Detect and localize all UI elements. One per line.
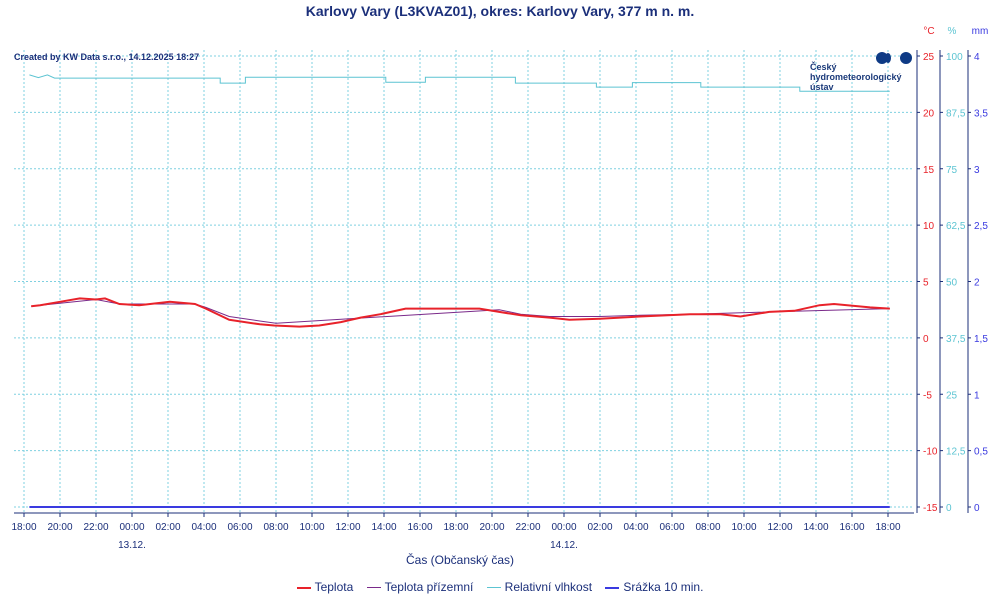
x-tick-label: 12:00 — [335, 522, 360, 533]
legend-label: Relativní vlhkost — [504, 580, 593, 594]
humidity-tick-label: 0 — [946, 503, 952, 514]
precip-tick-label: 3,5 — [974, 108, 988, 119]
x-tick-label: 18:00 — [875, 522, 900, 533]
logo-text-3: ústav — [810, 82, 834, 92]
x-tick-label: 10:00 — [299, 522, 324, 533]
temp-axis-unit: °C — [923, 26, 934, 37]
x-tick-label: 08:00 — [695, 522, 720, 533]
humidity-tick-label: 87,5 — [946, 108, 966, 119]
humidity-tick-label: 50 — [946, 278, 958, 289]
series-line-2 — [29, 74, 890, 92]
legend-item-srazka[interactable]: Srážka 10 min. — [605, 580, 703, 594]
x-tick-label: 04:00 — [623, 522, 648, 533]
x-tick-label: 20:00 — [47, 522, 72, 533]
precip-tick-label: 2,5 — [974, 221, 988, 232]
x-tick-label: 16:00 — [839, 522, 864, 533]
x-tick-label: 12:00 — [767, 522, 792, 533]
temp-tick-label: 20 — [923, 108, 935, 119]
x-tick-label: 02:00 — [587, 522, 612, 533]
x-tick-label: 08:00 — [263, 522, 288, 533]
legend-item-teplota-prizemni[interactable]: Teplota přízemní — [366, 580, 474, 594]
x-tick-label: 18:00 — [11, 522, 36, 533]
x-axis-label: Čas (Občanský čas) — [405, 553, 515, 567]
temp-tick-label: -10 — [923, 447, 938, 458]
x-tick-label: 06:00 — [659, 522, 684, 533]
temp-tick-label: 0 — [923, 334, 929, 345]
date-label: 13.12. — [118, 540, 146, 551]
x-tick-label: 14:00 — [803, 522, 828, 533]
precip-tick-label: 1 — [974, 390, 980, 401]
x-tick-label: 06:00 — [227, 522, 252, 533]
humidity-tick-label: 12,5 — [946, 447, 966, 458]
legend-label: Srážka 10 min. — [623, 580, 704, 594]
x-tick-label: 04:00 — [191, 522, 216, 533]
series-line-0 — [31, 297, 890, 328]
x-tick-label: 10:00 — [731, 522, 756, 533]
logo-text-1: Český — [810, 62, 837, 72]
precip-tick-label: 4 — [974, 52, 980, 63]
precip-tick-label: 0 — [974, 503, 980, 514]
humidity-tick-label: 37,5 — [946, 334, 966, 345]
legend-label: Teplota přízemní — [384, 580, 474, 594]
humidity-tick-label: 62,5 — [946, 221, 966, 232]
precip-tick-label: 0,5 — [974, 447, 988, 458]
x-tick-label: 22:00 — [515, 522, 540, 533]
logo-mark-icon — [876, 52, 912, 64]
x-tick-label: 22:00 — [83, 522, 108, 533]
chmi-logo: Český hydrometeorologický ústav — [810, 52, 912, 92]
legend-label: Teplota — [314, 580, 354, 594]
precip-tick-label: 1,5 — [974, 334, 988, 345]
credit-text: Created by KW Data s.r.o., 14.12.2025 18… — [14, 52, 200, 62]
x-tick-label: 02:00 — [155, 522, 180, 533]
temp-tick-label: 10 — [923, 221, 935, 232]
x-tick-label: 14:00 — [371, 522, 396, 533]
precip-tick-label: 2 — [974, 278, 980, 289]
x-tick-label: 00:00 — [119, 522, 144, 533]
humidity-tick-label: 75 — [946, 165, 958, 176]
temp-tick-label: 25 — [923, 52, 935, 63]
precip-axis-unit: mm — [972, 26, 989, 37]
x-tick-label: 20:00 — [479, 522, 504, 533]
temp-tick-label: 15 — [923, 165, 935, 176]
legend-item-vlhkost[interactable]: Relativní vlhkost — [486, 580, 593, 594]
date-label: 14.12. — [550, 540, 578, 551]
humidity-axis-unit: % — [948, 26, 957, 37]
humidity-tick-label: 25 — [946, 390, 958, 401]
x-tick-label: 18:00 — [443, 522, 468, 533]
temp-tick-label: 5 — [923, 278, 929, 289]
logo-text-2: hydrometeorologický — [810, 72, 902, 82]
temp-tick-label: -15 — [923, 503, 938, 514]
x-tick-label: 00:00 — [551, 522, 576, 533]
precip-tick-label: 3 — [974, 165, 980, 176]
chart-title: Karlovy Vary (L3KVAZ01), okres: Karlovy … — [305, 3, 695, 19]
x-tick-label: 16:00 — [407, 522, 432, 533]
temp-tick-label: -5 — [923, 390, 932, 401]
legend-item-teplota[interactable]: Teplota — [296, 580, 354, 594]
humidity-tick-label: 100 — [946, 52, 963, 63]
legend: Teplota Teplota přízemní Relativní vlhko… — [0, 580, 1000, 594]
